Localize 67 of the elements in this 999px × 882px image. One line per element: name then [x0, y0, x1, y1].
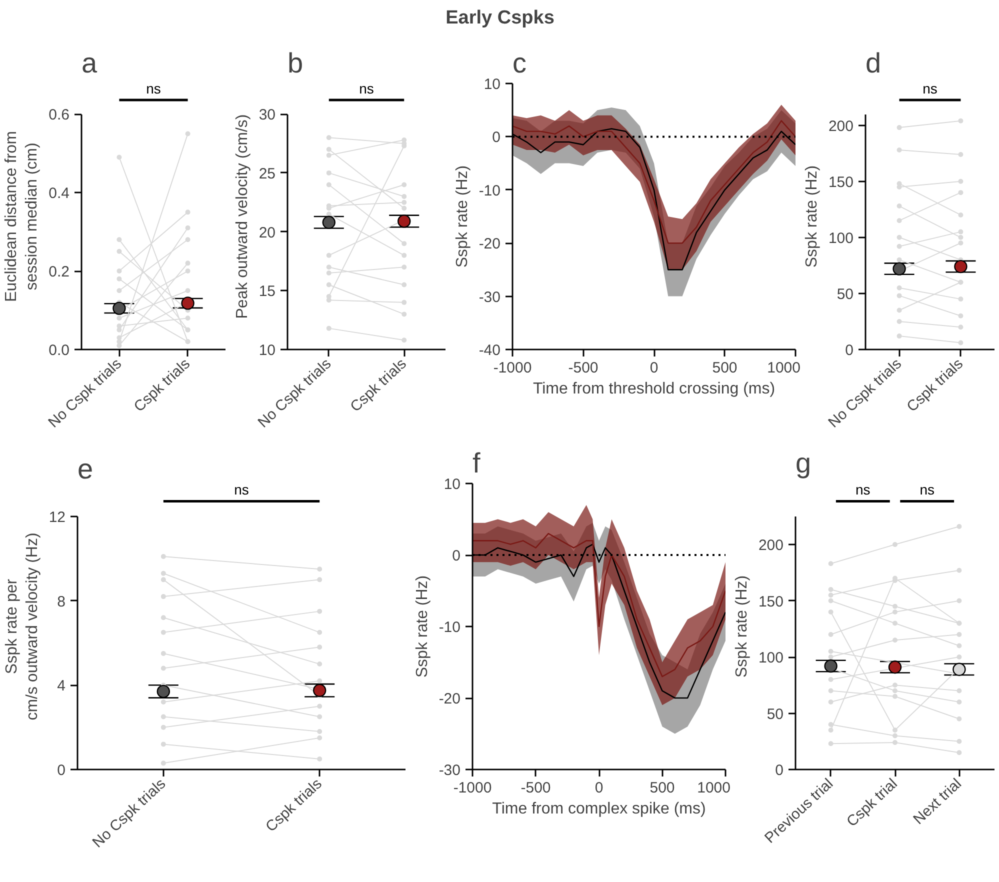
y-tick-label: 100: [828, 230, 854, 247]
x-tick-label: -500: [520, 780, 551, 796]
y-tick-label: -10: [478, 182, 501, 200]
chart-title: c: [512, 48, 526, 78]
chart-title: b: [288, 48, 304, 78]
text: Early Cspks: [446, 8, 554, 28]
chart-title: a: [82, 48, 98, 78]
y-tick-label: 100: [758, 650, 784, 667]
y-tick-label: 10: [444, 476, 461, 493]
x-tick-label: -1000: [453, 780, 492, 796]
y-tick-label: 30: [258, 106, 276, 124]
y-tick-label: 0.2: [48, 264, 70, 281]
y-tick-label: 20: [258, 224, 276, 242]
x-tick-label: 1000: [767, 360, 801, 376]
chart-title: d: [866, 48, 882, 78]
y-tick-label: -30: [438, 762, 461, 779]
y-tick-label: 10: [484, 76, 501, 93]
y-tick-label: 0.0: [48, 342, 70, 359]
y-axis-title: Sspk rate (Hz): [803, 165, 820, 268]
x-tick-label: -1000: [493, 360, 532, 376]
y-tick-label: -20: [478, 236, 501, 253]
x-tick-label: 500: [650, 780, 675, 796]
x-tick-label: 0: [594, 780, 604, 796]
y-tick-label: 50: [836, 286, 854, 303]
y-tick-label: 50: [766, 706, 784, 723]
text: ns: [234, 481, 249, 498]
x-tick-label: 1000: [697, 780, 731, 796]
y-tick-label: 200: [758, 537, 784, 554]
y-tick-label: 25: [258, 165, 276, 182]
y-tick-label: 0: [845, 342, 854, 359]
x-tick-label: 500: [712, 360, 738, 376]
y-axis-title: Euclidean distance from session median (cm): [3, 131, 41, 302]
y-tick-label: 10: [258, 342, 276, 359]
x-axis-title: Time from threshold crossing (ms): [532, 380, 776, 398]
y-axis-title: Sspk rate (Hz): [733, 575, 750, 678]
y-tick-label: 0: [492, 129, 500, 146]
x-axis-title: Time from complex spike (ms): [492, 800, 706, 818]
y-tick-label: 0: [57, 762, 66, 779]
y-tick-label: 150: [828, 174, 854, 191]
y-tick-label: 0: [452, 548, 460, 564]
chart-title: g: [796, 448, 812, 478]
text: ns: [920, 481, 934, 498]
y-tick-label: 0: [775, 762, 784, 779]
chart-title: f: [472, 448, 480, 478]
text: ns: [856, 481, 870, 498]
y-tick-label: 15: [258, 283, 276, 300]
y-tick-label: -30: [478, 288, 501, 306]
y-axis-title: Peak outward velocity (cm/s): [234, 114, 251, 319]
chart-title: e: [78, 454, 94, 484]
y-tick-label: 0.6: [48, 106, 70, 124]
y-axis-title: Sspk rate (Hz): [454, 165, 471, 268]
text: ns: [922, 80, 938, 96]
y-tick-label: 150: [758, 593, 784, 610]
text: ns: [146, 80, 161, 96]
x-tick-label: -500: [568, 360, 598, 376]
y-tick-label: 8: [57, 593, 66, 610]
y-axis-title: Sspk rate (Hz): [414, 575, 431, 678]
y-axis-title: Sspk rate per cm/s outward velocity (Hz): [3, 532, 41, 720]
y-tick-label: 12: [48, 508, 66, 526]
x-tick-label: 0: [650, 360, 658, 376]
y-tick-label: -40: [478, 342, 501, 359]
text: ns: [359, 80, 374, 96]
y-tick-label: -10: [438, 619, 461, 636]
y-tick-label: 0.4: [48, 185, 70, 202]
y-tick-label: 4: [57, 678, 66, 695]
y-tick-label: -20: [438, 690, 461, 708]
y-tick-label: 200: [828, 118, 854, 135]
